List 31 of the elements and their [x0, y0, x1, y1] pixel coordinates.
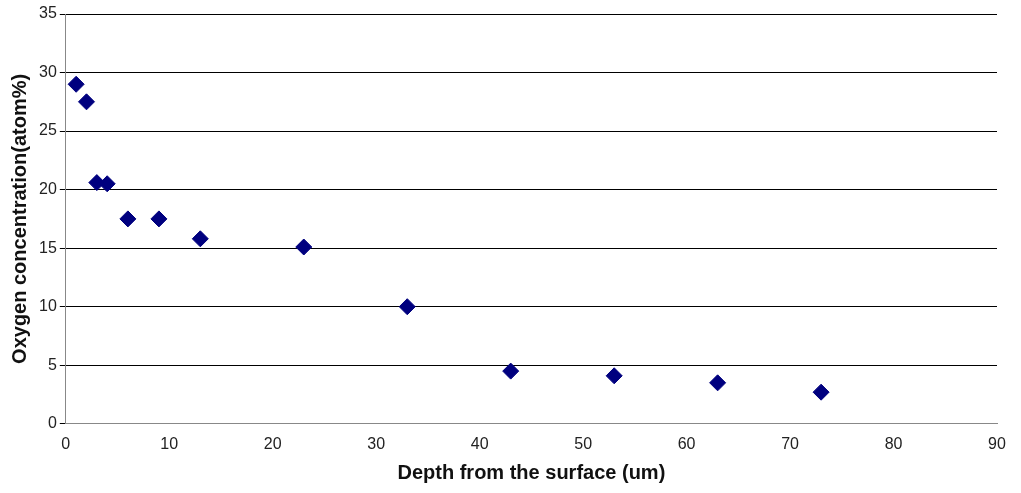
point	[119, 210, 137, 228]
point	[502, 362, 520, 380]
x-tick-label: 80	[884, 434, 903, 452]
point	[709, 374, 727, 392]
point	[605, 367, 623, 385]
point	[77, 93, 95, 111]
y-tick-label: 30	[39, 62, 57, 80]
y-tick-label: 35	[39, 4, 57, 22]
y-axis-title: Oxygen concentration(atom%)	[7, 73, 30, 364]
point	[67, 75, 85, 93]
x-tick-label: 40	[470, 434, 489, 452]
x-tick-label: 90	[988, 434, 1006, 452]
x-tick-label: 30	[367, 434, 386, 452]
y-tick-label: 20	[39, 180, 57, 198]
x-tick-label: 70	[781, 434, 800, 452]
x-tick-label: 50	[574, 434, 593, 452]
y-tick-label: 5	[47, 355, 57, 373]
y-tick-label: 10	[39, 297, 57, 315]
x-axis-title: Depth from the surface (um)	[397, 460, 666, 483]
x-tick-label: 20	[263, 434, 282, 452]
x-tick-label: 0	[61, 434, 71, 452]
point	[191, 230, 209, 248]
y-tick-label: 25	[39, 121, 57, 139]
x-tick-label: 10	[160, 434, 179, 452]
point	[295, 238, 313, 256]
y-tick-label: 15	[39, 238, 57, 256]
point	[812, 383, 830, 401]
x-tick-label: 60	[677, 434, 696, 452]
point	[150, 210, 168, 228]
point	[398, 298, 416, 316]
y-tick-label: 0	[47, 414, 57, 432]
